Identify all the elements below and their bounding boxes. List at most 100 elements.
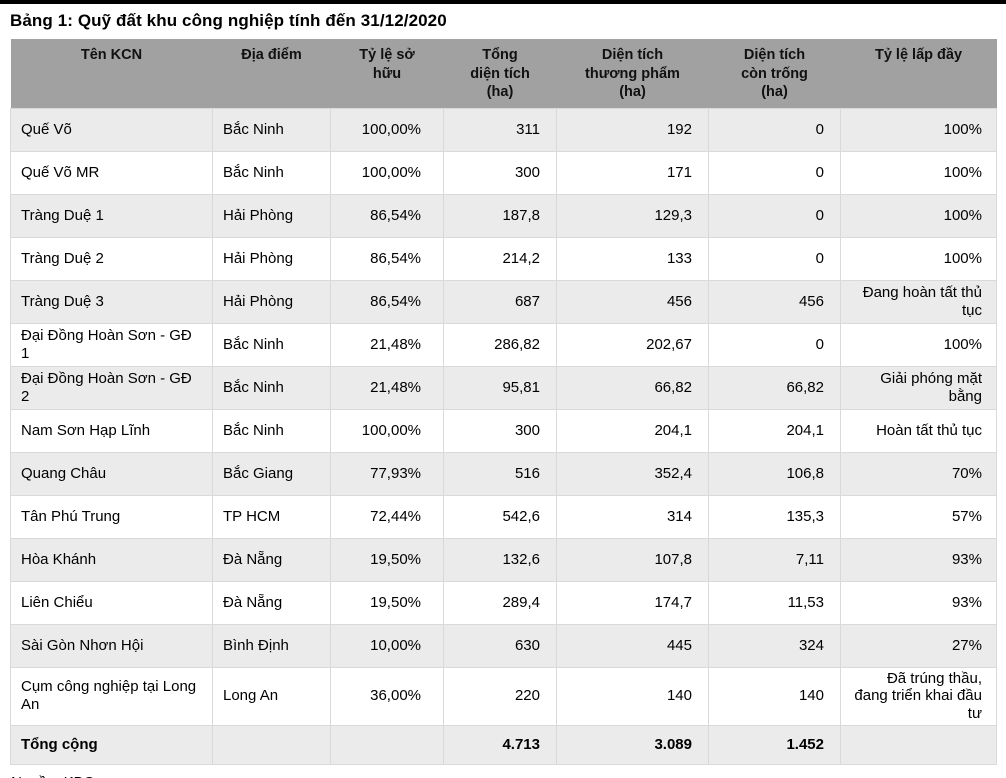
table-row: Quế Võ Bắc Ninh 100,00% 311 192 0 100% <box>10 107 997 152</box>
cell-ownership: 86,54% <box>330 236 444 281</box>
cell-commercial-area: 314 <box>556 494 709 539</box>
cell-name: Tràng Duệ 3 <box>10 279 213 324</box>
cell-location: Bắc Giang <box>212 451 331 496</box>
cell-ownership: 72,44% <box>330 494 444 539</box>
cell-fill-rate: 100% <box>840 193 997 238</box>
cell-vacant-area: 456 <box>708 279 841 324</box>
cell-total-area: 687 <box>443 279 557 324</box>
cell-commercial-area: 140 <box>556 666 709 726</box>
cell-name: Quế Võ <box>10 107 213 152</box>
land-fund-table: Tên KCN Địa điểm Tỷ lệ sở hữu Tổng diện tíc… <box>10 39 997 765</box>
cell-total-area: 300 <box>443 150 557 195</box>
cell-vacant-area: 0 <box>708 193 841 238</box>
cell-location: Bắc Ninh <box>212 107 331 152</box>
cell-ownership: 100,00% <box>330 150 444 195</box>
cell-vacant-area: 0 <box>708 322 841 367</box>
cell-commercial-area: 352,4 <box>556 451 709 496</box>
cell-commercial-area: 171 <box>556 150 709 195</box>
cell-name: Liên Chiểu <box>10 580 213 625</box>
cell-name: Tràng Duệ 2 <box>10 236 213 281</box>
cell-location: Hải Phòng <box>212 236 331 281</box>
cell-total-area: 187,8 <box>443 193 557 238</box>
cell-ownership: 86,54% <box>330 279 444 324</box>
table-row: Tân Phú Trung TP HCM 72,44% 542,6 314 135,3 57… <box>10 494 997 539</box>
cell-vacant-area: 106,8 <box>708 451 841 496</box>
cell-fill-rate: 70% <box>840 451 997 496</box>
cell-fill-rate: 27% <box>840 623 997 668</box>
cell-total-area: 286,82 <box>443 322 557 367</box>
cell-ownership: 19,50% <box>330 537 444 582</box>
cell-name: Đại Đồng Hoàn Sơn - GĐ 1 <box>10 322 213 367</box>
cell-fill-rate: 93% <box>840 537 997 582</box>
cell-total-area: 542,6 <box>443 494 557 539</box>
table-row: Quế Võ MR Bắc Ninh 100,00% 300 171 0 100% <box>10 150 997 195</box>
cell-vacant-area: 0 <box>708 150 841 195</box>
cell-fill-rate: Đã trúng thầu, đang triển khai đầu tư <box>840 666 997 726</box>
header-cell-vacant-area: Diện tích còn trống (ha) <box>708 39 841 109</box>
total-cell-location <box>212 724 331 765</box>
cell-fill-rate: 57% <box>840 494 997 539</box>
cell-location: Bắc Ninh <box>212 408 331 453</box>
header-cell-fill-rate: Tỷ lệ lấp đầy <box>840 39 997 109</box>
cell-commercial-area: 107,8 <box>556 537 709 582</box>
cell-commercial-area: 456 <box>556 279 709 324</box>
cell-fill-rate: Giải phóng mặt bằng <box>840 365 997 410</box>
cell-location: Đà Nẵng <box>212 537 331 582</box>
cell-commercial-area: 129,3 <box>556 193 709 238</box>
cell-location: Bình Định <box>212 623 331 668</box>
document-title: Bảng 1: Quỹ đất khu công nghiệp tính đến… <box>10 11 447 30</box>
table-row: Tràng Duệ 3 Hải Phòng 86,54% 687 456 456 Đang … <box>10 279 997 324</box>
cell-commercial-area: 66,82 <box>556 365 709 410</box>
header-cell-location: Địa điểm <box>212 39 331 109</box>
table-row: Tràng Duệ 1 Hải Phòng 86,54% 187,8 129,3 0 100… <box>10 193 997 238</box>
total-cell-total-area: 4.713 <box>443 724 557 765</box>
table-row: Hòa Khánh Đà Nẵng 19,50% 132,6 107,8 7,11 93% <box>10 537 997 582</box>
cell-vacant-area: 324 <box>708 623 841 668</box>
cell-ownership: 36,00% <box>330 666 444 726</box>
total-cell-label: Tổng cộng <box>10 724 213 765</box>
cell-ownership: 10,00% <box>330 623 444 668</box>
table-row: Tràng Duệ 2 Hải Phòng 86,54% 214,2 133 0 100% <box>10 236 997 281</box>
cell-vacant-area: 0 <box>708 107 841 152</box>
source-note: Nguồn: KBC <box>10 774 1006 778</box>
cell-fill-rate: 100% <box>840 322 997 367</box>
cell-location: TP HCM <box>212 494 331 539</box>
cell-vacant-area: 7,11 <box>708 537 841 582</box>
cell-ownership: 21,48% <box>330 322 444 367</box>
cell-name: Đại Đồng Hoàn Sơn - GĐ 2 <box>10 365 213 410</box>
cell-name: Cụm công nghiệp tại Long An <box>10 666 213 726</box>
cell-total-area: 214,2 <box>443 236 557 281</box>
cell-fill-rate: Đang hoàn tất thủ tục <box>840 279 997 324</box>
total-cell-vacant-area: 1.452 <box>708 724 841 765</box>
cell-total-area: 311 <box>443 107 557 152</box>
table-row: Sài Gòn Nhơn Hội Bình Định 10,00% 630 445 324… <box>10 623 997 668</box>
cell-fill-rate: 93% <box>840 580 997 625</box>
cell-vacant-area: 140 <box>708 666 841 726</box>
table-row: Đại Đồng Hoàn Sơn - GĐ 2 Bắc Ninh 21,48% 95… <box>10 365 997 410</box>
cell-commercial-area: 204,1 <box>556 408 709 453</box>
table-row: Cụm công nghiệp tại Long An Long An 36,00%… <box>10 666 997 726</box>
total-cell-ownership <box>330 724 444 765</box>
cell-name: Tân Phú Trung <box>10 494 213 539</box>
cell-location: Bắc Ninh <box>212 150 331 195</box>
top-rule <box>0 0 1006 4</box>
cell-location: Đà Nẵng <box>212 580 331 625</box>
cell-commercial-area: 133 <box>556 236 709 281</box>
cell-ownership: 86,54% <box>330 193 444 238</box>
cell-vacant-area: 0 <box>708 236 841 281</box>
cell-name: Nam Sơn Hạp Lĩnh <box>10 408 213 453</box>
cell-location: Bắc Ninh <box>212 322 331 367</box>
cell-total-area: 300 <box>443 408 557 453</box>
table-header-row: Tên KCN Địa điểm Tỷ lệ sở hữu Tổng diện tíc… <box>10 39 997 109</box>
cell-location: Hải Phòng <box>212 193 331 238</box>
cell-location: Bắc Ninh <box>212 365 331 410</box>
cell-total-area: 516 <box>443 451 557 496</box>
cell-vacant-area: 66,82 <box>708 365 841 410</box>
header-cell-total-area: Tổng diện tích (ha) <box>443 39 557 109</box>
cell-ownership: 100,00% <box>330 408 444 453</box>
header-cell-ownership: Tỷ lệ sở hữu <box>330 39 444 109</box>
table-row: Đại Đồng Hoàn Sơn - GĐ 1 Bắc Ninh 21,48% 28… <box>10 322 997 367</box>
cell-name: Hòa Khánh <box>10 537 213 582</box>
cell-ownership: 21,48% <box>330 365 444 410</box>
cell-fill-rate: 100% <box>840 150 997 195</box>
